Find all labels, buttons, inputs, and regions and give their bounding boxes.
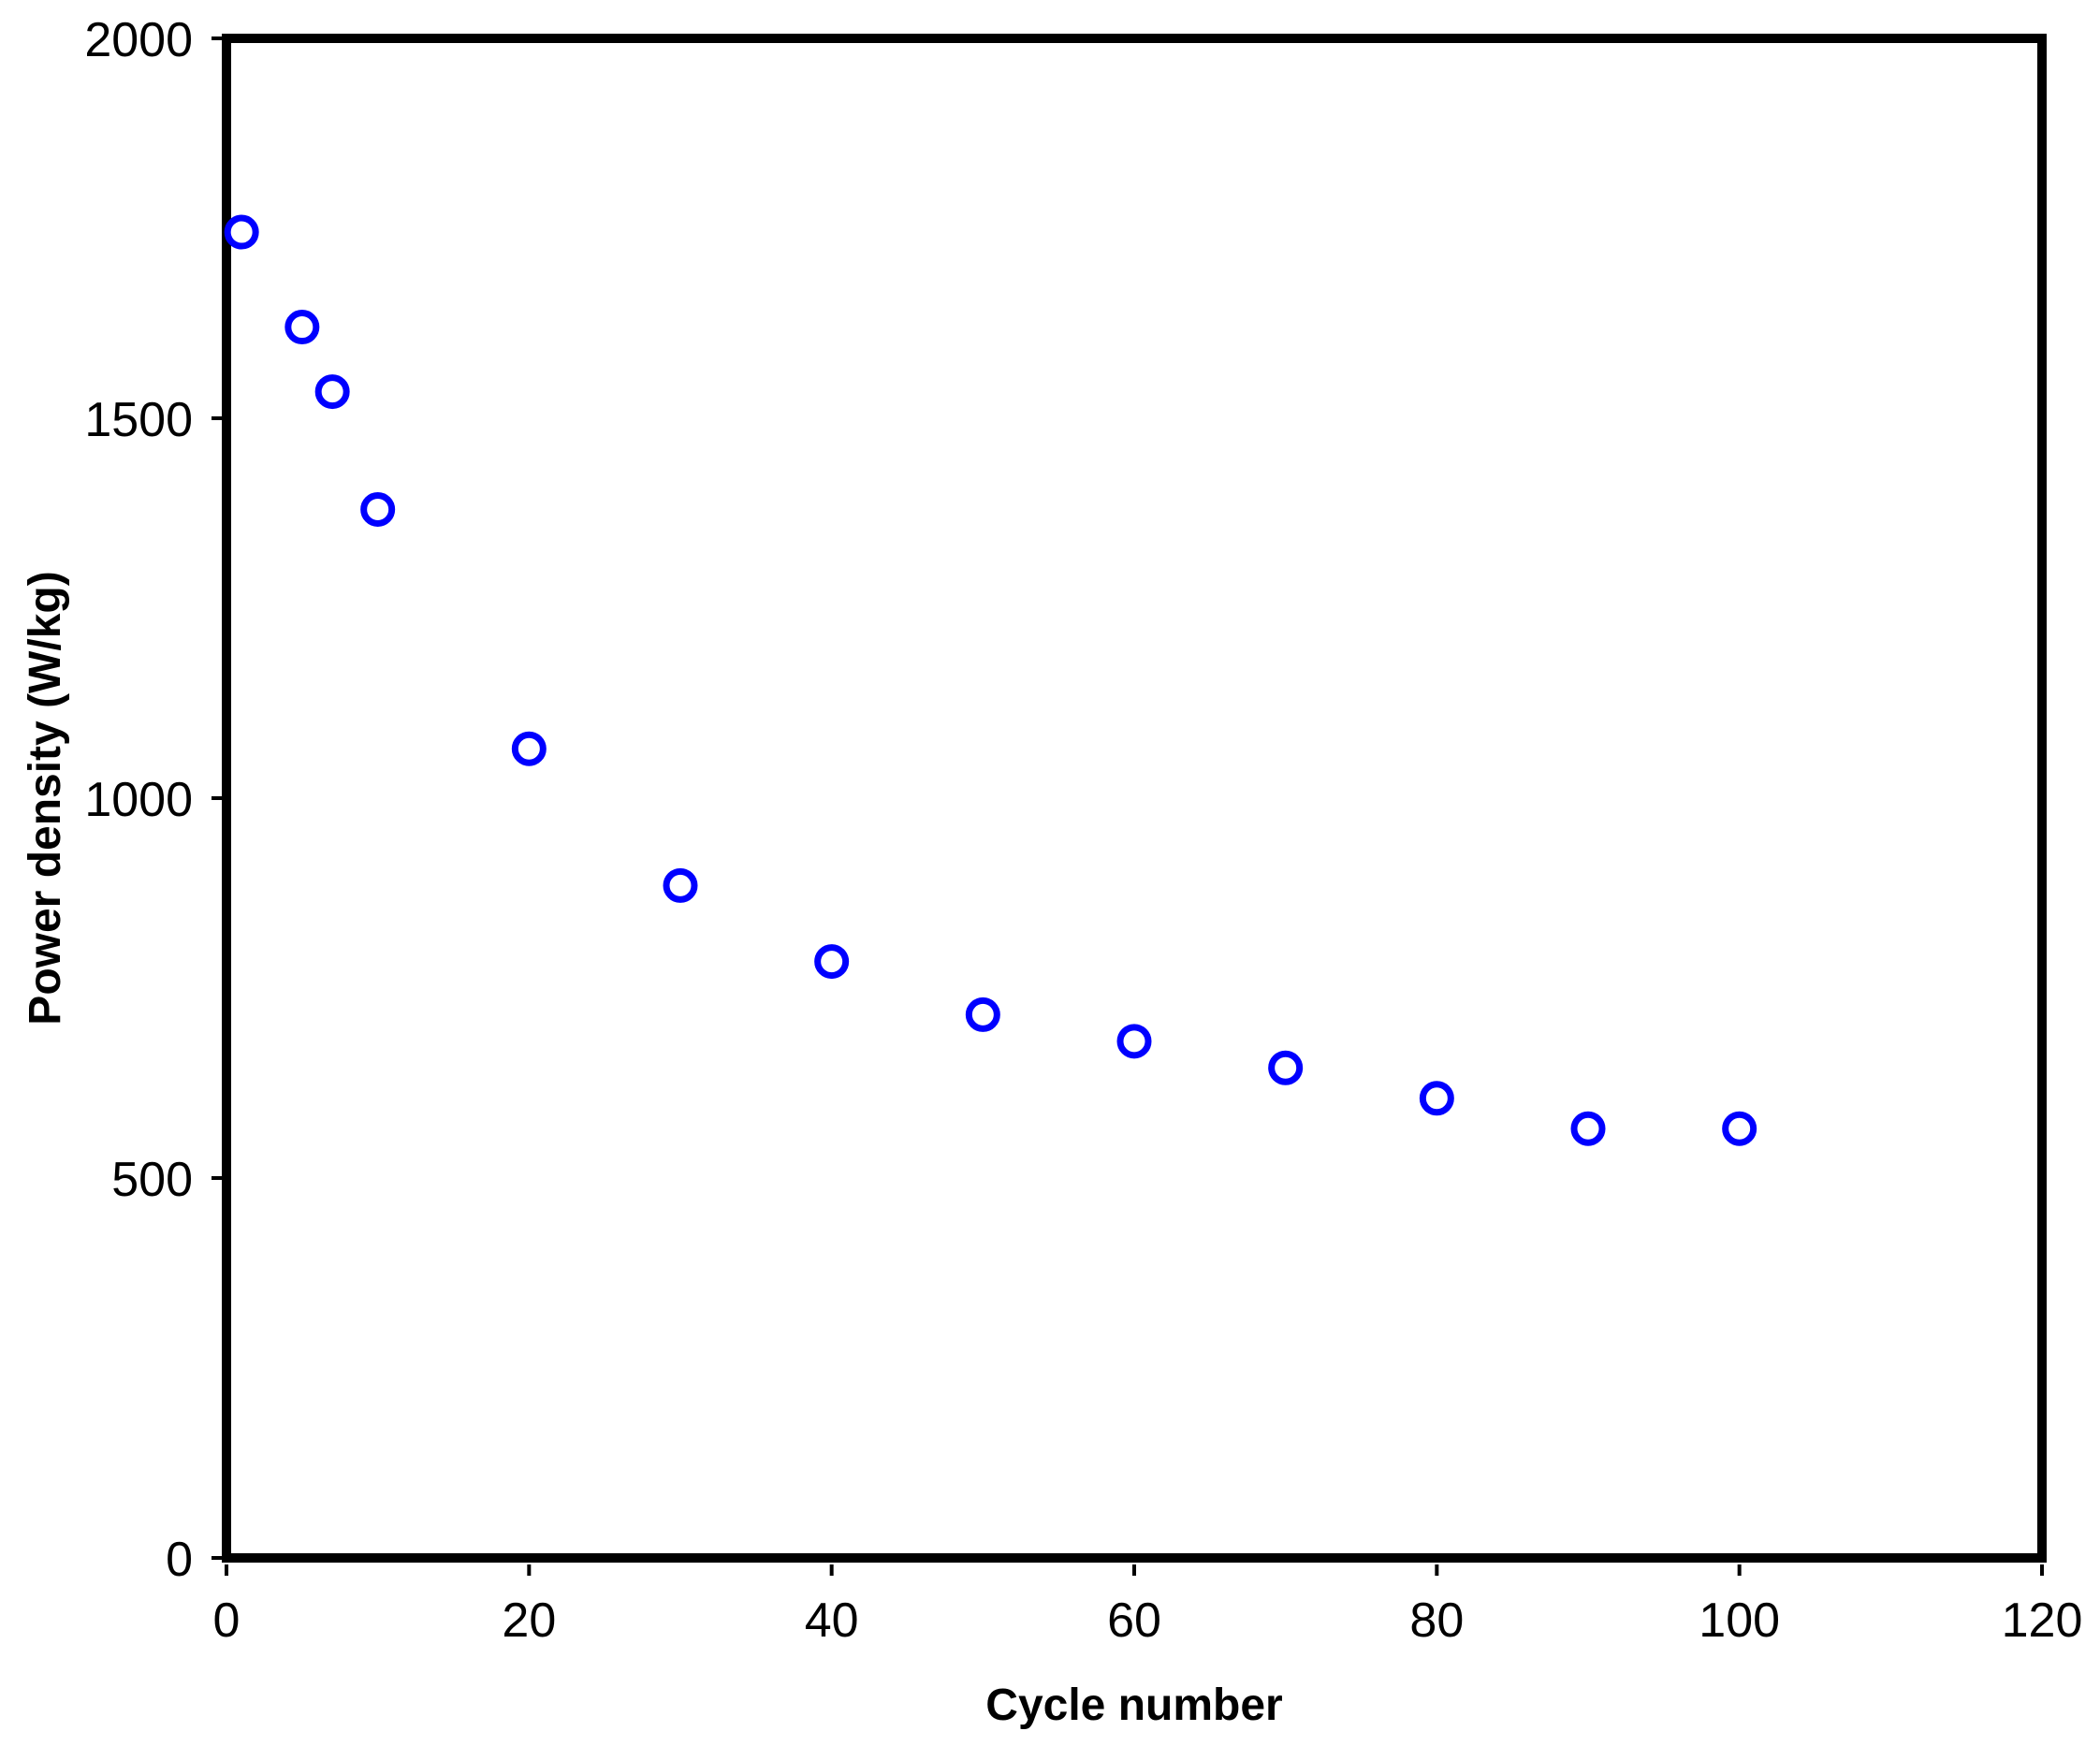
data-point bbox=[284, 310, 320, 345]
data-point bbox=[1116, 1024, 1152, 1059]
x-axis-title: Cycle number bbox=[985, 1681, 1282, 1730]
x-tick-label: 120 bbox=[2002, 1593, 2083, 1648]
plot-frame bbox=[222, 34, 2047, 1563]
x-tick-label: 80 bbox=[1409, 1593, 1464, 1648]
data-point bbox=[511, 731, 547, 766]
data-point bbox=[814, 944, 850, 980]
data-point bbox=[1268, 1050, 1304, 1085]
data-point bbox=[1722, 1111, 1757, 1146]
data-point bbox=[360, 491, 396, 527]
x-tick-label: 20 bbox=[502, 1593, 556, 1648]
y-tick-label: 1500 bbox=[84, 393, 193, 447]
x-tick-label: 100 bbox=[1699, 1593, 1780, 1648]
data-point bbox=[965, 997, 1000, 1032]
data-point bbox=[1570, 1111, 1606, 1146]
x-tick-label: 60 bbox=[1107, 1593, 1161, 1648]
data-point bbox=[1419, 1081, 1454, 1116]
x-tick-label: 0 bbox=[213, 1593, 241, 1648]
y-tick-label: 2000 bbox=[84, 13, 193, 67]
y-tick-label: 1000 bbox=[84, 773, 193, 827]
y-axis-title: Power density (W/kg) bbox=[21, 571, 70, 1025]
data-point bbox=[224, 214, 259, 250]
data-point bbox=[663, 867, 698, 903]
x-tick-label: 40 bbox=[805, 1593, 859, 1648]
y-tick-label: 500 bbox=[111, 1153, 193, 1207]
y-tick-label: 0 bbox=[166, 1533, 193, 1587]
data-point bbox=[314, 374, 350, 410]
